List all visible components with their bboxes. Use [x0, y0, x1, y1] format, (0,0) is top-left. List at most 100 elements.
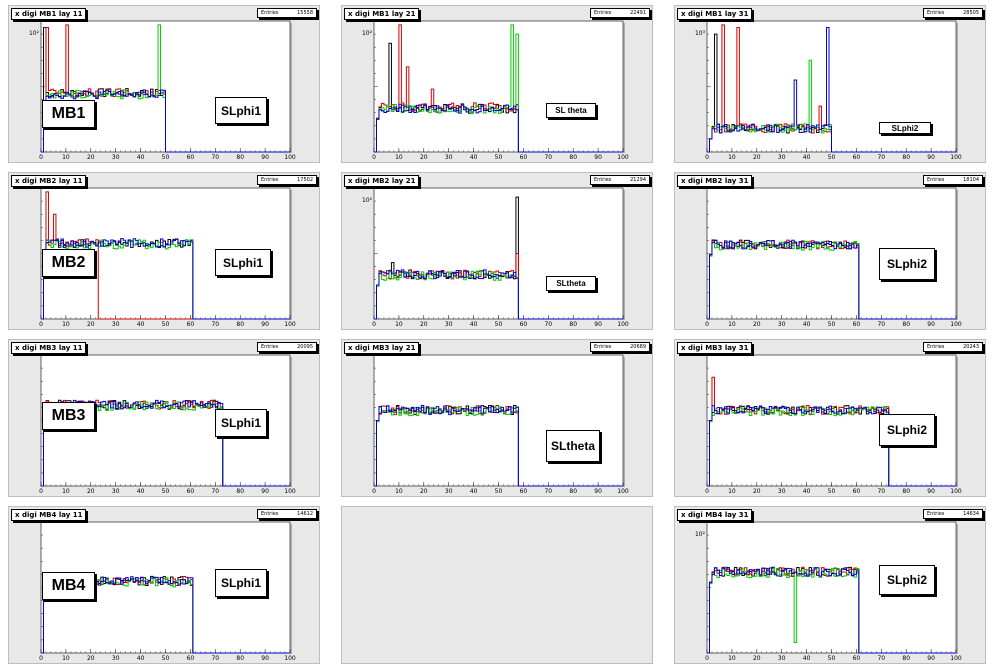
histogram-pad-mb3-lay11[interactable]: 0 10 20 30 40 50 60 70 80 90 100 x digi MB3 lay 11 E… [8, 339, 320, 497]
x-tick-label: 90 [927, 655, 935, 662]
x-tick-label: 100 [950, 321, 962, 328]
x-tick-label: 90 [261, 154, 269, 161]
x-tick-label: 30 [112, 321, 120, 328]
histogram-blue-series [41, 238, 290, 320]
histogram-red-series [374, 24, 623, 153]
x-tick-label: 70 [877, 655, 885, 662]
entries-value: 20243 [963, 344, 979, 350]
histogram-pad-mb2-lay31[interactable]: 0 10 20 30 40 50 60 70 80 90 100 x digi MB2 lay 31 E… [674, 172, 986, 330]
x-tick-label: 60 [520, 321, 528, 328]
entries-value: 21294 [630, 177, 646, 183]
histogram-pad-mb4-lay11[interactable]: 0 10 20 30 40 50 60 70 80 90 100 x digi MB4 lay 11 E… [8, 506, 320, 664]
x-tick-label: 50 [495, 154, 503, 161]
histogram-title: x digi MB3 lay 21 [344, 342, 420, 354]
x-tick-label: 90 [261, 655, 269, 662]
histogram-blue-series [707, 405, 956, 487]
x-tick-label: 90 [594, 488, 602, 495]
x-tick-label: 80 [236, 321, 244, 328]
stats-label: Entries [261, 177, 279, 183]
histogram-pad-mb1-lay21[interactable]: 0 10 20 30 40 50 60 70 80 90 100 10² x digi MB1 lay … [341, 5, 653, 163]
x-tick-label: 30 [778, 655, 786, 662]
x-tick-label: 70 [211, 488, 219, 495]
x-tick-label: 30 [778, 488, 786, 495]
stats-label: Entries [261, 344, 279, 350]
x-tick-label: 20 [87, 321, 95, 328]
stats-label: Entries [927, 10, 945, 16]
x-tick-label: 50 [495, 488, 503, 495]
x-tick-label: 100 [950, 655, 962, 662]
histogram-blue-series [707, 567, 956, 654]
x-tick-label: 70 [877, 154, 885, 161]
y-tick-label: 10² [29, 30, 40, 37]
histogram-blue-series [41, 89, 290, 153]
x-tick-label: 70 [211, 655, 219, 662]
histogram-plot: 0 10 20 30 40 50 60 70 80 90 100 10² [362, 187, 629, 328]
x-tick-label: 20 [87, 655, 95, 662]
x-tick-label: 10 [395, 488, 403, 495]
x-tick-label: 40 [803, 321, 811, 328]
x-tick-label: 10 [728, 154, 736, 161]
x-tick-label: 10 [728, 321, 736, 328]
histogram-plot: 0 10 20 30 40 50 60 70 80 90 100 10² [695, 521, 962, 662]
histogram-title: x digi MB3 lay 11 [11, 342, 87, 354]
x-tick-label: 100 [617, 488, 629, 495]
x-tick-label: 50 [828, 321, 836, 328]
x-tick-label: 60 [520, 154, 528, 161]
stats-box: Entries 17502 [257, 175, 317, 185]
x-tick-label: 70 [544, 488, 552, 495]
histogram-plot: 0 10 20 30 40 50 60 70 80 90 100 10² [29, 20, 296, 161]
histogram-pad-mb2-lay11[interactable]: 0 10 20 30 40 50 60 70 80 90 100 x digi MB2 lay 11 E… [8, 172, 320, 330]
histogram-pad-mb2-lay21[interactable]: 0 10 20 30 40 50 60 70 80 90 100 10² x digi MB2 lay … [341, 172, 653, 330]
x-tick-label: 50 [828, 488, 836, 495]
y-tick-label: 10³ [695, 30, 706, 37]
histogram-plot: 0 10 20 30 40 50 60 70 80 90 100 10² [362, 20, 629, 161]
x-tick-label: 90 [927, 488, 935, 495]
histogram-pad-mb1-lay31[interactable]: 0 10 20 30 40 50 60 70 80 90 100 10³ x digi MB1 lay … [674, 5, 986, 163]
x-tick-label: 10 [62, 488, 70, 495]
chamber-label: MB2 [42, 249, 95, 277]
x-tick-label: 50 [162, 488, 170, 495]
histogram-pad-mb3-lay31[interactable]: 0 10 20 30 40 50 60 70 80 90 100 x digi MB3 lay 31 E… [674, 339, 986, 497]
x-tick-label: 20 [753, 321, 761, 328]
x-tick-label: 80 [902, 655, 910, 662]
chamber-label: MB1 [42, 100, 95, 128]
x-tick-label: 50 [495, 321, 503, 328]
x-tick-label: 90 [594, 321, 602, 328]
x-tick-label: 100 [284, 321, 296, 328]
x-tick-label: 70 [877, 321, 885, 328]
histogram-title: x digi MB2 lay 21 [344, 175, 420, 187]
x-tick-label: 20 [87, 488, 95, 495]
x-tick-label: 40 [470, 321, 478, 328]
x-tick-label: 80 [236, 655, 244, 662]
x-tick-label: 0 [39, 488, 43, 495]
stats-box: Entries 20689 [590, 342, 650, 352]
x-tick-label: 0 [372, 154, 376, 161]
superlayer-label: SL theta [546, 103, 596, 118]
histogram-pad-mb1-lay11[interactable]: 0 10 20 30 40 50 60 70 80 90 100 10² x digi MB1 lay … [8, 5, 320, 163]
x-tick-label: 20 [420, 321, 428, 328]
x-tick-label: 0 [372, 488, 376, 495]
superlayer-label: SLtheta [546, 430, 600, 462]
x-tick-label: 20 [753, 488, 761, 495]
entries-value: 14634 [963, 511, 979, 517]
x-tick-label: 30 [112, 488, 120, 495]
histogram-title: x digi MB3 lay 31 [677, 342, 753, 354]
x-tick-label: 50 [828, 154, 836, 161]
x-tick-label: 90 [594, 154, 602, 161]
x-tick-label: 10 [395, 321, 403, 328]
histogram-pad-mb4-lay31[interactable]: 0 10 20 30 40 50 60 70 80 90 100 10² x digi MB4 lay … [674, 506, 986, 664]
histogram-title: x digi MB2 lay 11 [11, 175, 87, 187]
x-tick-label: 50 [162, 655, 170, 662]
histogram-green-series [374, 270, 623, 320]
x-tick-label: 20 [87, 154, 95, 161]
histogram-title: x digi MB1 lay 11 [11, 8, 87, 20]
stats-label: Entries [927, 177, 945, 183]
x-tick-label: 70 [211, 154, 219, 161]
histogram-pad-mb3-lay21[interactable]: 0 10 20 30 40 50 60 70 80 90 100 x digi MB3 lay 21 E… [341, 339, 653, 497]
superlayer-label: SLtheta [546, 276, 596, 291]
empty-pad [341, 506, 653, 664]
x-tick-label: 60 [853, 488, 861, 495]
superlayer-label: SLphi1 [215, 409, 267, 437]
x-tick-label: 100 [617, 321, 629, 328]
